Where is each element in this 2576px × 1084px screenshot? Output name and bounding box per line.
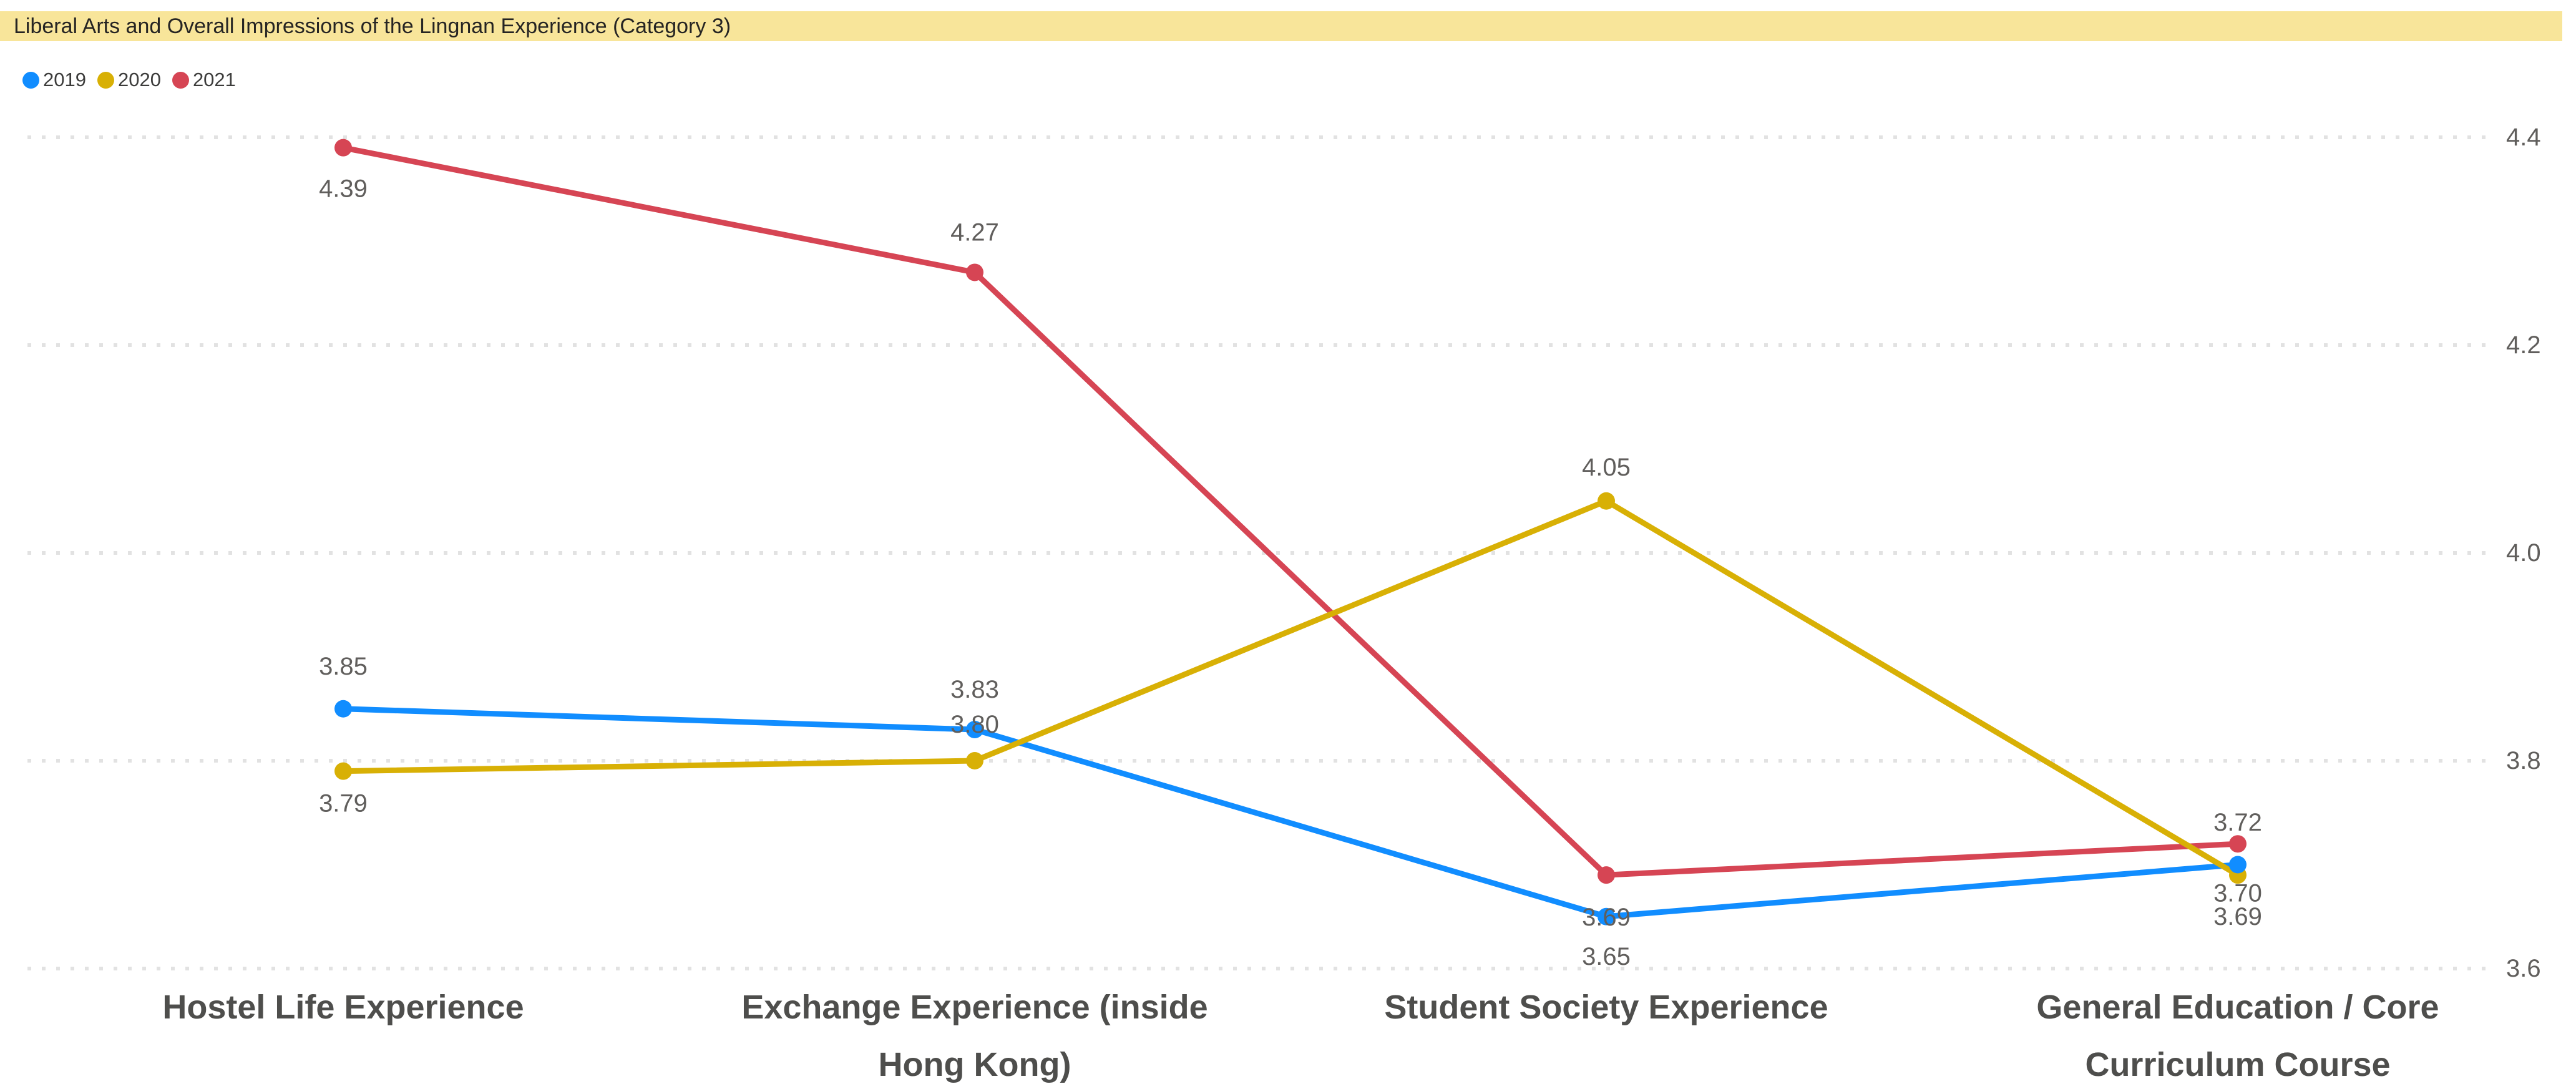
- legend-dot-icon: [22, 71, 39, 89]
- data-label-2019-2: 3.65: [1582, 943, 1631, 970]
- data-label-2021-1: 4.27: [950, 218, 999, 246]
- data-point-2021-2[interactable]: [1598, 866, 1615, 884]
- data-point-2019-3[interactable]: [2229, 856, 2247, 874]
- data-label-2019-0: 3.85: [319, 653, 368, 680]
- y-axis-tick-label: 4.4: [2506, 124, 2541, 151]
- data-label-2020-1: 3.80: [950, 711, 999, 738]
- data-point-2021-0[interactable]: [334, 139, 352, 157]
- series-line-2021: [340, 145, 2241, 878]
- chart-title: Liberal Arts and Overall Impressions of …: [14, 14, 731, 38]
- legend-item-label: 2020: [117, 69, 161, 90]
- y-axis-tick-label: 4.0: [2506, 539, 2541, 567]
- data-point-2019-2[interactable]: [1598, 907, 1615, 925]
- data-label-2020-3: 3.69: [2213, 903, 2262, 930]
- legend-item-2019[interactable]: 2019: [22, 69, 86, 91]
- legend-item-2020[interactable]: 2020: [97, 69, 161, 91]
- legend-item-label: 2019: [43, 69, 86, 90]
- y-axis-tick-label: 3.6: [2506, 955, 2541, 982]
- data-label-2019-3: 3.70: [2213, 880, 2262, 907]
- data-label-2020-2: 4.05: [1582, 454, 1631, 481]
- data-label-2021-2: 3.69: [1582, 904, 1631, 931]
- data-label-2020-0: 3.79: [319, 790, 368, 818]
- data-point-2021-1[interactable]: [966, 263, 983, 281]
- data-label-2019-1: 3.83: [950, 676, 999, 703]
- chart-title-bar: Liberal Arts and Overall Impressions of …: [0, 11, 2562, 41]
- y-axis-tick-label: 4.2: [2506, 331, 2541, 359]
- data-label-2021-3: 3.72: [2213, 809, 2262, 836]
- data-point-2020-1[interactable]: [966, 752, 983, 769]
- legend-dot-icon: [97, 71, 114, 89]
- data-point-2021-3[interactable]: [2229, 835, 2247, 853]
- legend-dot-icon: [172, 71, 189, 89]
- y-axis-tick-label: 3.8: [2506, 747, 2541, 774]
- x-axis-category-label: Hostel Life Experience: [162, 989, 524, 1026]
- series-line-2019: [340, 706, 2241, 920]
- data-label-2021-0: 4.39: [319, 175, 368, 203]
- x-axis-category-label: General Education / Core Curriculum Cours…: [2036, 989, 2439, 1083]
- x-axis-category-label: Exchange Experience (inside Hong Kong): [741, 989, 1208, 1083]
- legend-item-2021[interactable]: 2021: [172, 69, 236, 91]
- data-point-2019-0[interactable]: [334, 700, 352, 718]
- data-point-2020-2[interactable]: [1598, 492, 1615, 510]
- legend: 2019 2020 2021: [22, 67, 247, 92]
- legend-item-label: 2021: [192, 69, 236, 90]
- x-axis-category-label: Student Society Experience: [1384, 989, 1828, 1026]
- data-point-2019-1[interactable]: [966, 721, 983, 739]
- series-line-2020: [340, 498, 2241, 878]
- data-point-2020-0[interactable]: [334, 762, 352, 780]
